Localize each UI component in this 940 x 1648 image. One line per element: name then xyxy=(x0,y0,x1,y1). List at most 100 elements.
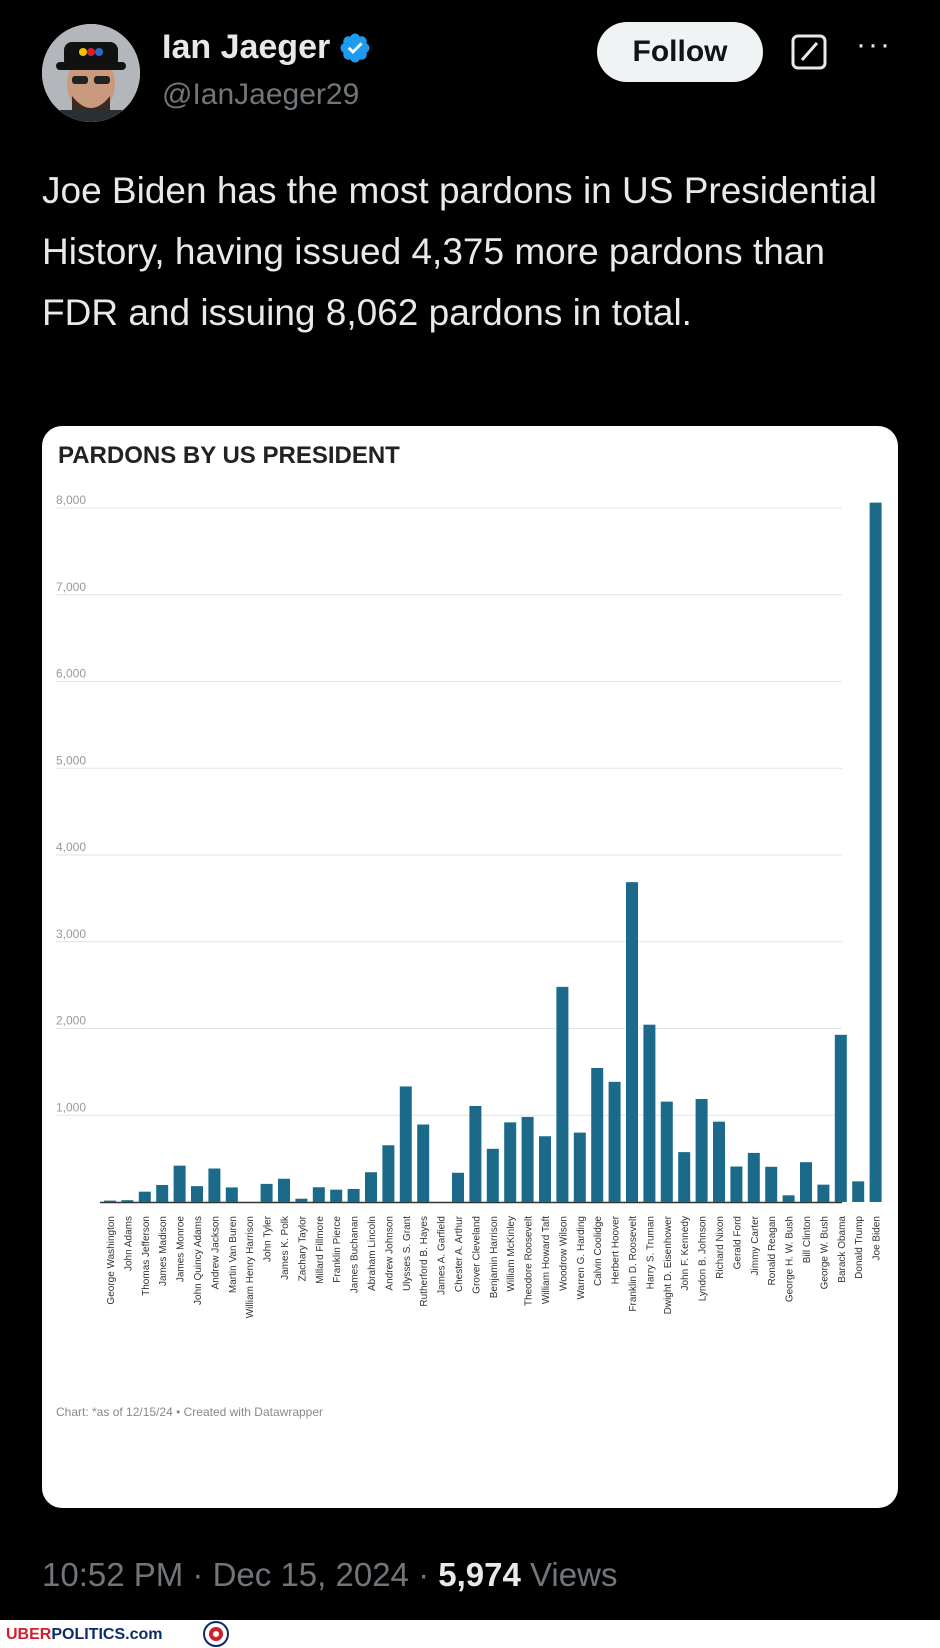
chart-title: PARDONS BY US PRESIDENT xyxy=(58,442,400,469)
bar xyxy=(539,1136,551,1202)
bar xyxy=(486,1148,499,1202)
x-tick-label: Calvin Coolidge xyxy=(593,1216,604,1286)
chart-image-card[interactable]: PARDONS BY US PRESIDENT 1,000 2,000 3,000 4… xyxy=(42,426,898,1508)
y-tick-label: 5,000 xyxy=(56,753,86,767)
x-tick-label: Millard Fillmore xyxy=(315,1216,326,1284)
x-tick-label: James Buchanan xyxy=(350,1216,361,1293)
x-tick-label: Gerald Ford xyxy=(732,1216,743,1269)
x-tick-label: John Tyler xyxy=(263,1215,274,1262)
views-label: Views xyxy=(530,1556,618,1593)
x-tick-label: Andrew Johnson xyxy=(384,1216,395,1291)
bar xyxy=(660,1101,673,1202)
x-tick-label: Jimmy Carter xyxy=(750,1215,761,1275)
x-tick-label: Thomas Jefferson xyxy=(141,1216,152,1296)
bar xyxy=(138,1191,151,1202)
x-tick-label: Chester A. Arthur xyxy=(454,1215,465,1292)
bar xyxy=(225,1187,238,1202)
bar xyxy=(469,1105,482,1202)
y-tick-label: 4,000 xyxy=(56,840,86,854)
y-tick-label: 3,000 xyxy=(56,927,86,941)
bar xyxy=(695,1099,708,1202)
grok-icon[interactable] xyxy=(790,33,828,71)
bar xyxy=(713,1121,725,1202)
bar xyxy=(800,1162,812,1202)
bar xyxy=(417,1124,430,1202)
avatar-image-icon xyxy=(42,24,140,122)
x-tick-label: Lyndon B. Johnson xyxy=(698,1216,709,1301)
y-tick-label: 6,000 xyxy=(56,667,86,681)
bar xyxy=(156,1184,169,1202)
x-tick-label: Franklin Pierce xyxy=(332,1216,343,1283)
tweet-time[interactable]: 10:52 PM xyxy=(42,1556,184,1593)
bar xyxy=(573,1132,586,1202)
follow-button[interactable]: Follow xyxy=(597,22,763,82)
bar xyxy=(747,1152,760,1202)
x-tick-label: Rutherford B. Hayes xyxy=(419,1216,430,1307)
y-tick-label: 7,000 xyxy=(56,580,86,594)
bar xyxy=(521,1116,534,1202)
x-tick-label: Franklin D. Roosevelt xyxy=(628,1216,639,1312)
views-count: 5,974 xyxy=(438,1556,521,1593)
y-tick-label: 8,000 xyxy=(56,493,86,507)
bar xyxy=(260,1183,273,1202)
x-tick-label: John Adams xyxy=(123,1216,134,1271)
x-tick-label: Zachary Taylor xyxy=(297,1215,308,1281)
x-tick-label: George W. Bush xyxy=(819,1216,830,1289)
author-name-text: Ian Jaeger xyxy=(162,28,331,66)
chart-footnote: Chart: *as of 12/15/24 • Created with Da… xyxy=(56,1405,323,1419)
x-tick-label: Dwight D. Eisenhower xyxy=(663,1215,674,1314)
bar xyxy=(121,1200,134,1202)
bar xyxy=(608,1081,621,1202)
bar xyxy=(626,882,638,1202)
author-handle[interactable]: @IanJaeger29 xyxy=(162,78,360,111)
x-tick-label: William Henry Harrison xyxy=(245,1216,256,1318)
bar xyxy=(782,1195,795,1202)
x-tick-label: Ulysses S. Grant xyxy=(402,1216,413,1291)
bar xyxy=(765,1166,778,1202)
y-tick-label: 2,000 xyxy=(56,1014,86,1028)
tweet-meta: 10:52 PM · Dec 15, 2024 · 5,974 Views xyxy=(42,1556,617,1594)
bar xyxy=(399,1086,412,1202)
x-tick-label: Woodrow Wilson xyxy=(558,1216,569,1291)
meta-separator-2: · xyxy=(418,1556,430,1593)
watermark-bar xyxy=(0,1620,940,1648)
x-tick-label: George H. W. Bush xyxy=(785,1216,796,1302)
x-tick-label: Martin Van Buren xyxy=(228,1216,239,1293)
watermark-part1: UBER xyxy=(6,1626,52,1643)
x-tick-label: Theodore Roosevelt xyxy=(524,1216,535,1306)
bar xyxy=(365,1172,377,1202)
tweet-text: Joe Biden has the most pardons in US Pre… xyxy=(42,170,878,333)
bar xyxy=(730,1166,743,1202)
x-tick-label: Donald Trump xyxy=(854,1216,865,1279)
meta-separator-1: · xyxy=(192,1556,204,1593)
x-tick-label: James Monroe xyxy=(176,1216,187,1283)
x-tick-label: James K. Polk xyxy=(280,1215,291,1280)
bar xyxy=(817,1184,830,1202)
x-tick-label: John F. Kennedy xyxy=(680,1216,691,1291)
bar xyxy=(504,1122,517,1202)
bar xyxy=(869,502,882,1203)
x-tick-label: Herbert Hoover xyxy=(611,1215,622,1284)
x-tick-label: Warren G. Harding xyxy=(576,1216,587,1300)
bar xyxy=(208,1168,221,1202)
bar xyxy=(382,1145,395,1202)
bar xyxy=(643,1024,656,1202)
bar xyxy=(347,1188,360,1202)
more-options-icon[interactable]: ··· xyxy=(856,28,892,61)
bar xyxy=(330,1189,343,1202)
author-name[interactable]: Ian Jaeger xyxy=(162,28,372,67)
x-tick-label: Grover Cleveland xyxy=(471,1216,482,1294)
x-tick-label: James Madison xyxy=(158,1216,169,1286)
bar xyxy=(852,1181,865,1202)
watermark-part2: POLITICS.com xyxy=(51,1626,163,1643)
x-tick-label: Andrew Jackson xyxy=(210,1216,221,1289)
y-tick-label: 1,000 xyxy=(56,1100,86,1114)
bar xyxy=(834,1034,847,1202)
x-tick-label: James A. Garfield xyxy=(437,1216,448,1295)
bar xyxy=(104,1200,116,1202)
avatar[interactable] xyxy=(42,24,140,122)
tweet-date[interactable]: Dec 15, 2024 xyxy=(212,1556,409,1593)
x-tick-label: Barack Obama xyxy=(837,1216,848,1283)
pardons-bar-chart: PARDONS BY US PRESIDENT 1,000 2,000 3,000 4… xyxy=(56,442,883,1419)
bar xyxy=(678,1152,691,1202)
